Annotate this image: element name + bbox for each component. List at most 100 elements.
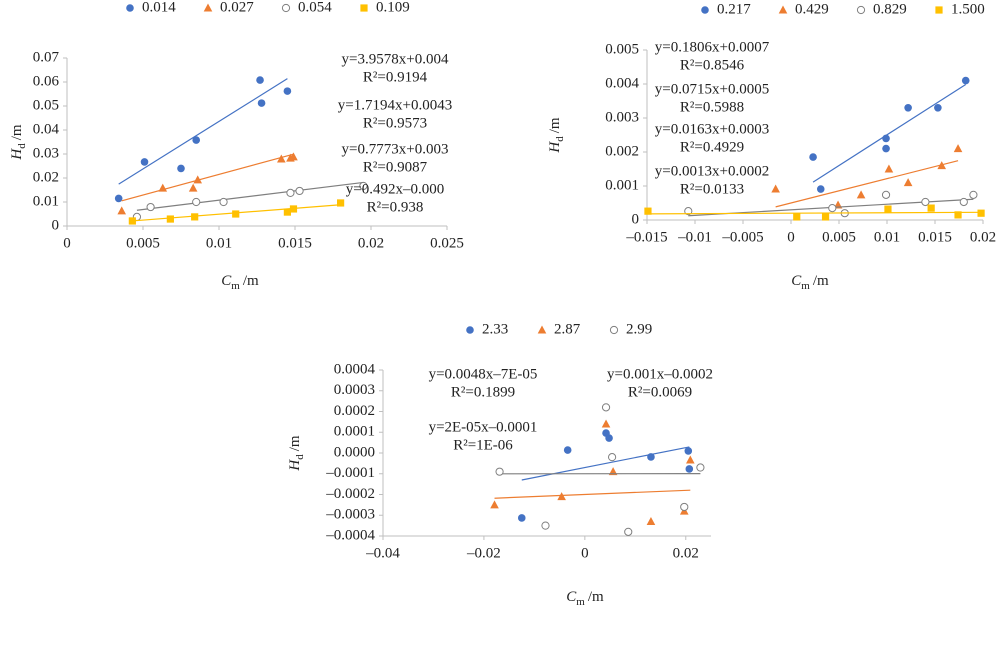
point — [337, 199, 345, 207]
x-tick-label: –0.01 — [677, 229, 712, 245]
x-tick-label: 0.015 — [278, 235, 312, 251]
point — [856, 190, 866, 199]
point — [961, 76, 970, 85]
trend-r2: R²=0.5988 — [680, 99, 744, 115]
point — [959, 197, 968, 207]
trend-r2: R²=0.4929 — [680, 139, 744, 155]
point — [884, 205, 892, 213]
x-tick-label: 0.015 — [918, 229, 952, 245]
legend-label: 2.87 — [554, 321, 581, 337]
point — [647, 453, 655, 461]
trendline — [647, 211, 982, 215]
y-axis-label: Hd/m — [9, 124, 27, 161]
trend-r2: R²=0.9087 — [363, 159, 428, 175]
point — [771, 184, 780, 193]
point — [821, 213, 830, 221]
point — [605, 434, 613, 442]
trendline — [812, 83, 967, 183]
point — [283, 87, 292, 95]
point — [646, 516, 656, 525]
y-tick-label: 0.01 — [33, 193, 59, 209]
point — [977, 209, 985, 217]
trend-r2: R²=1E-06 — [453, 437, 513, 453]
x-tick-label: 0.02 — [673, 545, 699, 561]
point — [684, 207, 693, 216]
point — [191, 213, 199, 221]
trend-r2: R²=0.938 — [367, 199, 424, 215]
label-part: C — [566, 589, 577, 605]
y-tick-label: 0.005 — [605, 41, 639, 57]
x-tick-label: –0.02 — [466, 545, 501, 561]
trendline — [136, 181, 364, 211]
point — [188, 183, 198, 192]
y-tick-label: 0 — [52, 217, 60, 233]
point — [283, 208, 291, 216]
point — [158, 183, 168, 192]
trendline — [118, 78, 288, 185]
legend-marker — [281, 3, 291, 13]
legend-label: 0.109 — [376, 0, 410, 15]
x-tick-label: 0.02 — [358, 235, 384, 251]
point — [601, 403, 611, 412]
legend-label: 0.217 — [717, 1, 751, 17]
legend-label: 2.99 — [626, 321, 652, 337]
point — [809, 153, 817, 161]
point — [193, 175, 203, 184]
trend-equation: y=0.0013x+0.0002 — [655, 163, 769, 179]
point — [557, 492, 566, 501]
point — [686, 455, 695, 464]
label-part: C — [791, 273, 802, 289]
point — [904, 104, 912, 112]
point — [166, 215, 174, 223]
y-tick-label: 0.04 — [33, 121, 60, 137]
x-tick-label: 0.005 — [822, 229, 856, 245]
point — [289, 205, 298, 213]
trend-equation: y=0.0163x+0.0003 — [655, 121, 769, 137]
legend-marker — [701, 6, 709, 14]
y-tick-label: 0.003 — [605, 109, 639, 125]
legend-marker — [126, 4, 134, 12]
point — [954, 211, 962, 219]
label-part: H — [287, 459, 303, 472]
x-axis-label: Cm/m — [791, 273, 829, 291]
legend-marker — [778, 5, 788, 14]
label-part: C — [221, 273, 232, 289]
legend-label: 0.027 — [220, 0, 254, 15]
point — [295, 186, 304, 196]
trendline — [521, 446, 690, 481]
y-tick-label: 0 — [632, 211, 640, 227]
trend-equation: y=0.001x–0.0002 — [607, 366, 713, 382]
point — [277, 154, 286, 163]
y-tick-label: 0.002 — [605, 143, 639, 159]
y-tick-label: 0.0002 — [334, 403, 375, 419]
point — [607, 453, 617, 462]
y-tick-label: 0.0001 — [334, 424, 375, 440]
label-part: m — [801, 280, 810, 292]
label-part: /m — [287, 435, 303, 451]
trend-r2: R²=0.8546 — [680, 57, 745, 73]
point — [177, 164, 185, 173]
y-axis-label: Hd/m — [287, 435, 305, 472]
y-tick-label: 0.03 — [33, 145, 59, 161]
point — [146, 202, 155, 212]
y-axis-label: Hd/m — [547, 117, 565, 154]
point — [881, 190, 891, 199]
point — [969, 190, 978, 199]
x-tick-label: –0.04 — [365, 545, 400, 561]
trend-equation: y=0.7773x+0.003 — [342, 141, 449, 157]
y-tick-label: 0.0003 — [334, 382, 375, 398]
legend-label: 0.429 — [795, 1, 829, 17]
trend-r2: R²=0.1899 — [451, 384, 515, 400]
label-part: /m — [813, 273, 829, 289]
point — [563, 446, 572, 454]
point — [793, 213, 801, 221]
legend-label: 0.054 — [298, 0, 332, 15]
legend-label: 0.829 — [873, 1, 907, 17]
y-tick-label: 0.07 — [33, 49, 60, 65]
trend-equation: y=1.7194x+0.0043 — [338, 97, 452, 113]
point — [541, 521, 550, 530]
point — [289, 152, 298, 161]
point — [884, 164, 894, 173]
point — [953, 144, 963, 153]
